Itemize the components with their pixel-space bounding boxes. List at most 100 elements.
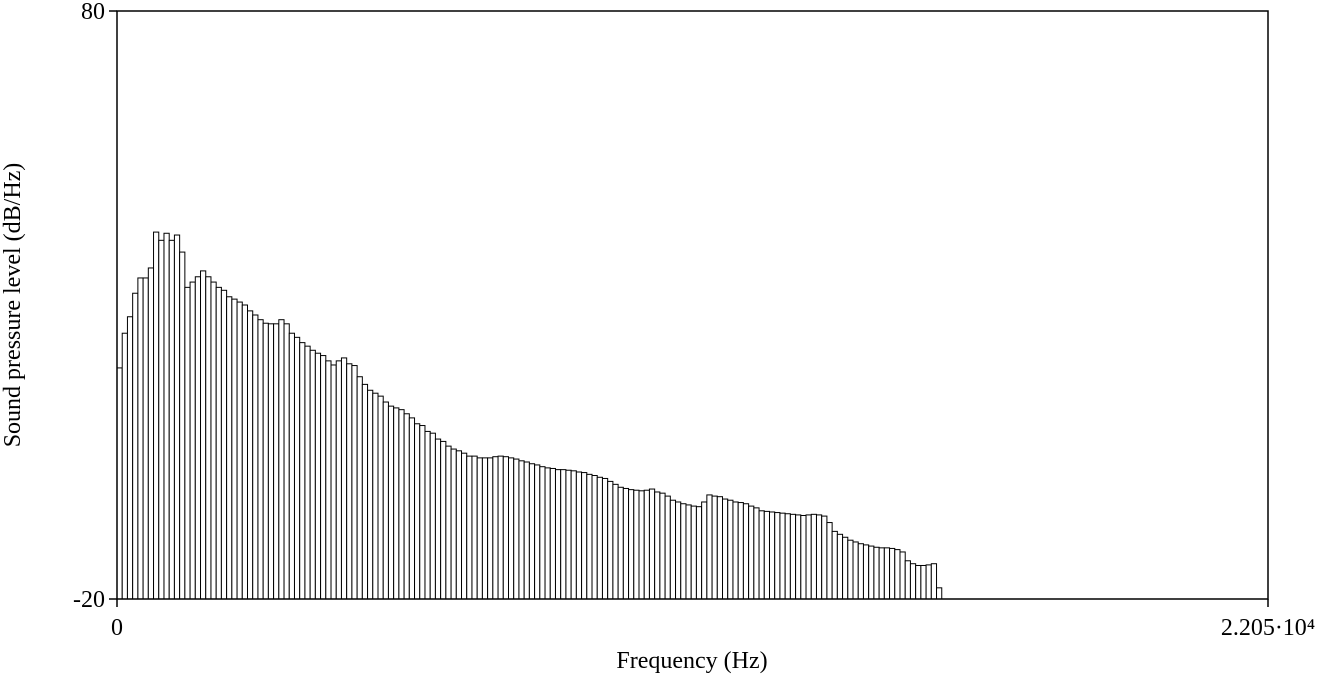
bar (330, 364, 337, 600)
bar (518, 460, 525, 600)
bar (534, 464, 541, 600)
x-tick-label: 0 (111, 615, 123, 641)
bar (648, 488, 656, 600)
bar (842, 536, 849, 600)
bar (612, 483, 619, 600)
bar (142, 277, 149, 600)
bar (930, 563, 938, 600)
bar (539, 466, 546, 600)
bar (502, 456, 509, 600)
bar (461, 452, 468, 600)
bar (184, 286, 191, 600)
bar (450, 448, 457, 600)
bar (805, 514, 812, 600)
bar (554, 469, 562, 600)
bar (795, 514, 802, 600)
plot-frame (116, 10, 1269, 600)
bar (492, 456, 499, 600)
bar (335, 360, 342, 600)
bar (560, 469, 567, 600)
bar (789, 513, 797, 600)
bar (497, 455, 504, 600)
bar (351, 365, 358, 600)
bar (737, 502, 744, 600)
bar (393, 407, 400, 600)
bar (727, 499, 734, 600)
bar (909, 563, 917, 600)
bar (878, 547, 885, 600)
bar (628, 489, 635, 600)
bar (267, 323, 275, 600)
bar (168, 239, 175, 600)
bar (210, 281, 217, 600)
bar (596, 476, 603, 600)
x-tick-label: 2.205·10⁴ (1221, 615, 1315, 641)
bar (936, 587, 943, 600)
bar (774, 512, 781, 600)
bar (695, 506, 703, 600)
x-axis-label: Frequency (Hz) (616, 648, 767, 674)
bar (659, 492, 666, 600)
bar (810, 513, 817, 600)
bar (189, 281, 196, 600)
bar (523, 461, 530, 600)
bar (257, 319, 264, 600)
y-tick-label: -20 (73, 587, 105, 613)
bar (455, 450, 463, 600)
bar (768, 511, 776, 600)
bar (925, 564, 932, 600)
bar (643, 489, 650, 600)
bar (607, 480, 614, 600)
bar (419, 425, 426, 600)
bar (565, 469, 572, 600)
bar (121, 332, 128, 600)
bar (868, 545, 875, 600)
bar (466, 455, 473, 600)
bar (487, 457, 494, 600)
bar (372, 392, 379, 600)
bar (711, 495, 718, 600)
bar (601, 477, 609, 600)
bar (821, 515, 828, 600)
bar (398, 409, 405, 600)
bar (293, 336, 301, 600)
bar (716, 496, 724, 600)
bar (262, 322, 269, 600)
bar (273, 323, 280, 600)
bar (340, 357, 348, 600)
bar (414, 423, 421, 600)
bar (920, 564, 927, 600)
bar (220, 289, 228, 600)
bar (753, 507, 760, 600)
bar (862, 544, 870, 600)
bar (367, 389, 374, 600)
bar (356, 376, 363, 600)
bar (346, 363, 353, 600)
bar (236, 301, 243, 600)
y-axis-label: Sound pressure level (dB/Hz) (0, 163, 26, 448)
bar (158, 239, 165, 600)
bar (173, 234, 181, 600)
bar (288, 332, 295, 600)
y-tick-label: 80 (81, 0, 105, 25)
bar (377, 395, 384, 600)
bar (732, 501, 739, 600)
bar (852, 541, 859, 600)
bar (314, 352, 322, 600)
bar (163, 232, 170, 600)
bar (622, 487, 630, 600)
bar (784, 513, 791, 600)
bar (617, 486, 624, 600)
bar (320, 355, 327, 600)
bar (116, 367, 123, 600)
bar (722, 498, 729, 600)
bar (304, 345, 311, 600)
bar (132, 292, 139, 600)
bar (215, 286, 222, 600)
bar (800, 515, 807, 600)
bar (654, 491, 661, 600)
bar (706, 494, 713, 600)
bar (669, 499, 677, 600)
bar (873, 546, 880, 600)
